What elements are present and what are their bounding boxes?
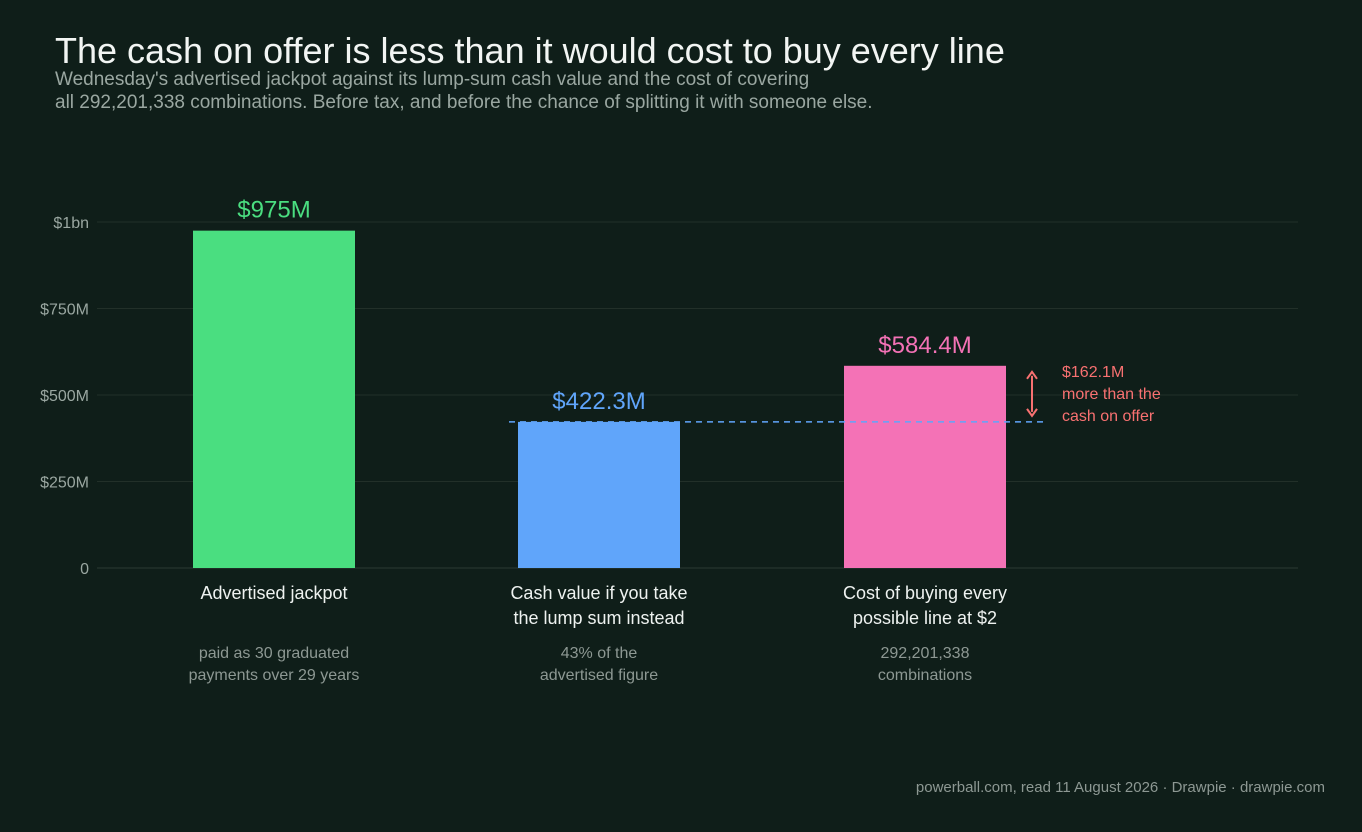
category-note: combinations (878, 667, 972, 684)
bar (844, 365, 1006, 568)
difference-annotation: $162.1M (1062, 364, 1124, 381)
category-label: Cost of buying every (843, 583, 1007, 603)
chart-title: The cash on offer is less than it would … (55, 30, 1005, 71)
category-label: Advertised jackpot (200, 583, 347, 603)
chart-subtitle: Wednesday's advertised jackpot against i… (55, 68, 873, 114)
y-tick-label: $1bn (53, 215, 89, 232)
source-credit: powerball.com, read 11 August 2026 · Dra… (915, 779, 1325, 796)
bar-value-label: $422.3M (552, 388, 645, 415)
bar-value-label: $975M (237, 197, 310, 224)
difference-arrow-head-down (1026, 408, 1038, 418)
y-tick-label: $750M (40, 302, 89, 319)
bar (193, 230, 355, 568)
subtitle-line-2: all 292,201,338 combinations. Before tax… (55, 92, 873, 113)
category-note: 292,201,338 (881, 645, 970, 662)
bar-value-label: $584.4M (878, 332, 971, 359)
category-note: 43% of the (561, 645, 638, 662)
y-tick-label: $500M (40, 388, 89, 405)
category-note: paid as 30 graduated (199, 645, 349, 662)
category-note: payments over 29 years (189, 667, 360, 684)
category-note: advertised figure (540, 667, 658, 684)
difference-annotation: cash on offer (1062, 408, 1155, 425)
category-label: Cash value if you take (510, 583, 687, 603)
y-tick-label: 0 (80, 561, 89, 578)
difference-arrow-head-up (1026, 370, 1038, 380)
bar (518, 421, 680, 568)
category-label: possible line at $2 (853, 608, 997, 628)
difference-annotation: more than the (1062, 386, 1161, 403)
category-label: the lump sum instead (513, 608, 684, 628)
y-tick-label: $250M (40, 475, 89, 492)
subtitle-line-1: Wednesday's advertised jackpot against i… (55, 69, 810, 90)
